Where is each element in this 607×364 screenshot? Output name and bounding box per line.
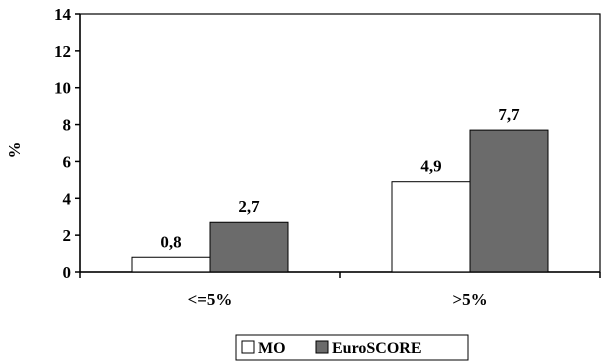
data-label: 2,7 [238, 197, 260, 216]
legend-label-mo: MO [258, 340, 286, 357]
y-tick-label: 2 [63, 226, 72, 245]
y-axis: 0 2 4 6 8 10 12 14 [54, 5, 81, 282]
bar-euroscore-0 [209, 221, 289, 273]
legend-swatch-mo [241, 340, 255, 354]
y-tick-label: 6 [63, 152, 72, 171]
data-label: 7,7 [498, 105, 520, 124]
bar-euroscore-1 [469, 129, 549, 273]
y-axis-label: % [5, 142, 24, 159]
y-tick-label: 0 [63, 263, 72, 282]
bar-mo-0 [131, 256, 211, 273]
y-tick-label: 14 [54, 5, 72, 24]
y-tick-label: 10 [54, 79, 71, 98]
legend: MO EuroSCORE [235, 334, 469, 361]
x-tick-label: <=5% [188, 290, 233, 309]
data-label: 0,8 [160, 232, 181, 251]
plot-frame [79, 13, 601, 273]
y-tick-label: 8 [63, 116, 72, 135]
bar-mo-1 [391, 181, 471, 273]
x-tick-label: >5% [452, 290, 487, 309]
legend-label-euroscore: EuroSCORE [332, 340, 422, 357]
bars [131, 129, 549, 273]
legend-swatch-euroscore [315, 340, 329, 354]
y-tick-label: 12 [54, 42, 71, 61]
y-tick-label: 4 [63, 189, 72, 208]
legend-box [235, 334, 469, 361]
x-axis: <=5% >5% [79, 271, 601, 309]
data-labels: 0,8 2,7 4,9 7,7 [160, 105, 520, 251]
data-label: 4,9 [420, 157, 441, 176]
